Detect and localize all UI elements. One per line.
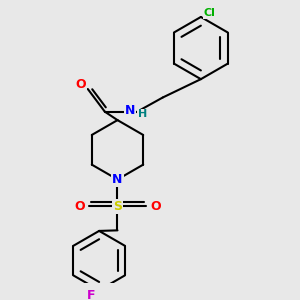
Text: S: S [113,200,122,213]
Text: Cl: Cl [203,8,215,18]
Text: O: O [150,200,161,213]
Text: O: O [75,78,86,91]
Text: O: O [74,200,85,213]
Text: F: F [86,290,95,300]
Text: N: N [125,104,135,117]
Text: N: N [112,173,123,186]
Text: H: H [138,110,148,119]
